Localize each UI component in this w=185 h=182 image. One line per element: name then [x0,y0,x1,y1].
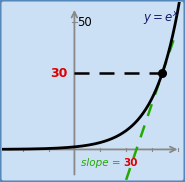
Text: $y = e^x$: $y = e^x$ [143,10,179,27]
Text: slope =: slope = [81,158,124,168]
Text: 30: 30 [124,158,138,168]
Text: 30: 30 [51,67,68,80]
Text: 50: 50 [78,16,92,29]
